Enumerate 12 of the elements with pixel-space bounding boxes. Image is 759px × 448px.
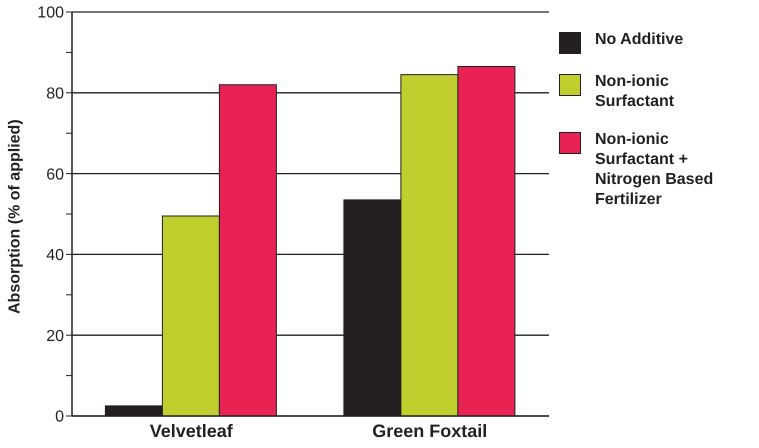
legend-label: Non-ionic Surfactant xyxy=(595,72,676,112)
y-tick-label: 100 xyxy=(37,4,64,22)
y-tick-label: 40 xyxy=(46,247,64,264)
x-tick-label: Velvetleaf xyxy=(150,420,234,441)
y-tick-label: 80 xyxy=(46,85,64,102)
y-axis-title: Absorption (% of applied) xyxy=(6,119,24,314)
y-tick-label: 0 xyxy=(55,408,64,426)
legend-label: Non-ionic Surfactant + Nitrogen Based Fertilizer xyxy=(595,130,714,210)
y-tick-label: 20 xyxy=(46,328,64,345)
legend-label: No Additive xyxy=(595,30,684,50)
x-tick-label: Green Foxtail xyxy=(372,420,488,441)
y-tick-label: 60 xyxy=(46,166,64,184)
